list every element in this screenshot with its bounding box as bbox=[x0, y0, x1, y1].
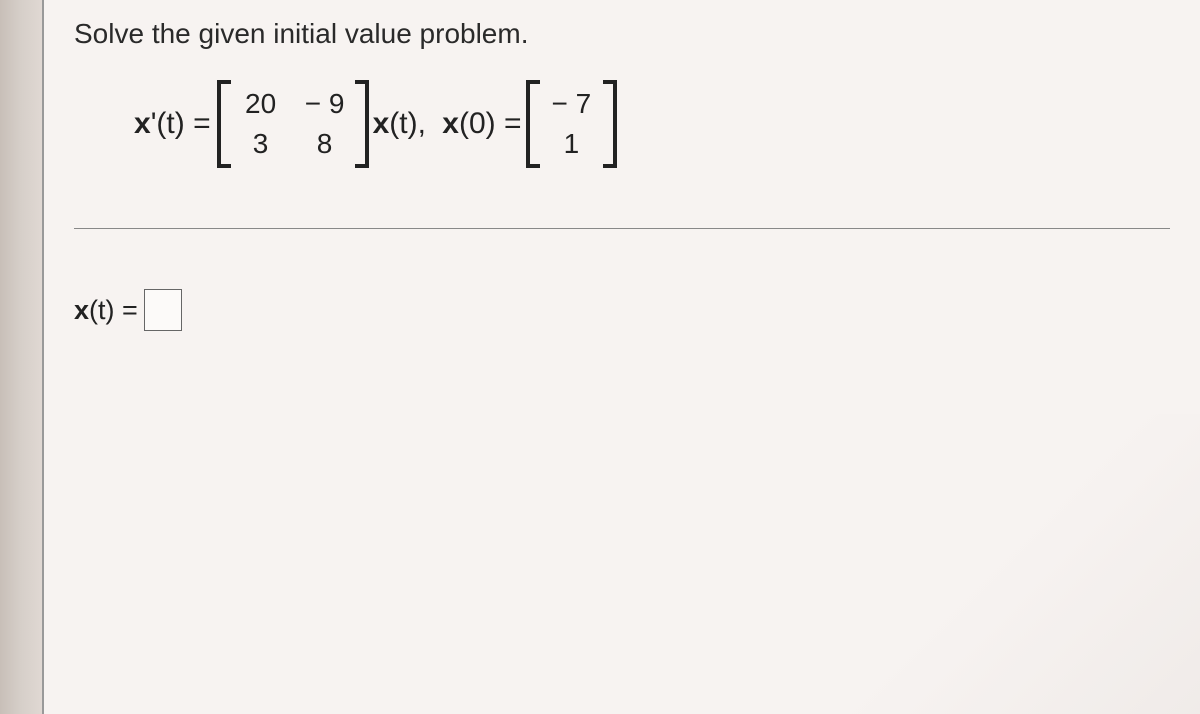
section-divider bbox=[74, 228, 1170, 229]
paper-texture bbox=[600, 414, 1200, 714]
initial-vector: − 7 1 bbox=[540, 80, 604, 168]
vector-right-bracket bbox=[603, 80, 617, 168]
equation-mid-left: x(t), bbox=[373, 107, 426, 141]
matrix-cell: − 9 bbox=[305, 88, 345, 120]
matrix-cell: 20 bbox=[241, 88, 281, 120]
book-spine bbox=[0, 0, 42, 714]
matrix-right-bracket bbox=[355, 80, 369, 168]
matrix-cell: 8 bbox=[305, 128, 345, 160]
equation-lhs: x'(t) = bbox=[134, 107, 211, 141]
answer-label: x(t) = bbox=[74, 295, 138, 326]
problem-title: Solve the given initial value problem. bbox=[74, 18, 1170, 50]
answer-prompt: x(t) = bbox=[74, 289, 1170, 331]
answer-input[interactable] bbox=[144, 289, 182, 331]
matrix-cell: 3 bbox=[241, 128, 281, 160]
equation-mid-right: x(0) = bbox=[434, 107, 522, 141]
vector-cell: − 7 bbox=[552, 88, 592, 120]
vector-cell: 1 bbox=[552, 128, 592, 160]
coefficient-matrix: 20 − 9 3 8 bbox=[231, 80, 355, 168]
matrix-row: 3 8 bbox=[241, 128, 345, 160]
matrix-left-bracket bbox=[217, 80, 231, 168]
matrix-row: 20 − 9 bbox=[241, 88, 345, 120]
vector-left-bracket bbox=[526, 80, 540, 168]
equation: x'(t) = 20 − 9 3 8 x(t), x(0) = − 7 1 bbox=[134, 80, 1170, 168]
page-content: Solve the given initial value problem. x… bbox=[42, 0, 1200, 714]
